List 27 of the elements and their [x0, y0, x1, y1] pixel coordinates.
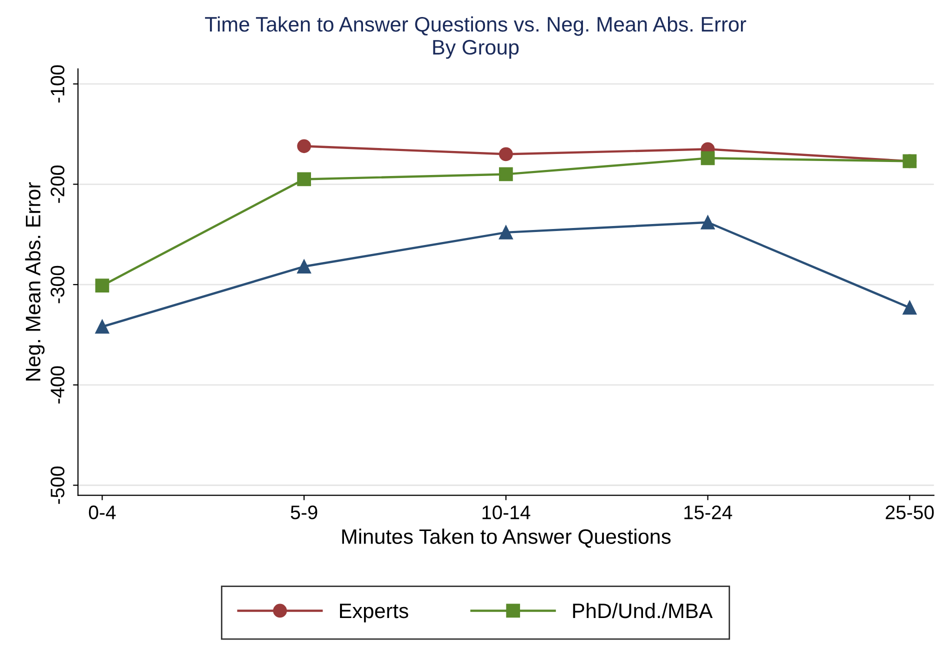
- y-axis-title: Neg. Mean Abs. Error: [25, 182, 45, 381]
- point: [95, 320, 110, 334]
- point: [700, 215, 715, 230]
- legend-label: Experts: [340, 604, 408, 622]
- chart-subtitle: By Group: [433, 40, 519, 59]
- y-tick-label: -300: [50, 266, 64, 304]
- point: [498, 167, 513, 182]
- x-tick-label: 25-50: [886, 506, 934, 520]
- point: [95, 278, 110, 293]
- point: [498, 147, 513, 162]
- point: [297, 260, 312, 274]
- x-tick-label: 10-14: [482, 506, 530, 520]
- point: [498, 225, 513, 240]
- point: [700, 151, 715, 166]
- x-axis-title: Minutes Taken to Answer Questions: [342, 528, 671, 548]
- x-tick-label: 5-9: [290, 506, 318, 520]
- y-tick-label: -200: [50, 166, 64, 203]
- y-tick-label: -400: [50, 366, 64, 404]
- point: [297, 139, 312, 154]
- chart-title: Time Taken to Answer Questions vs. Neg. Mean Abs. Error: [205, 16, 746, 36]
- point: [902, 300, 917, 315]
- x-tick-label: 15-24: [684, 506, 732, 520]
- legend-label: PhD/Und./MBA: [573, 602, 713, 618]
- y-tick-label: -100: [50, 65, 64, 103]
- point: [297, 172, 312, 186]
- x-tick-label: 0-4: [88, 506, 116, 520]
- y-tick-label: -500: [50, 466, 64, 504]
